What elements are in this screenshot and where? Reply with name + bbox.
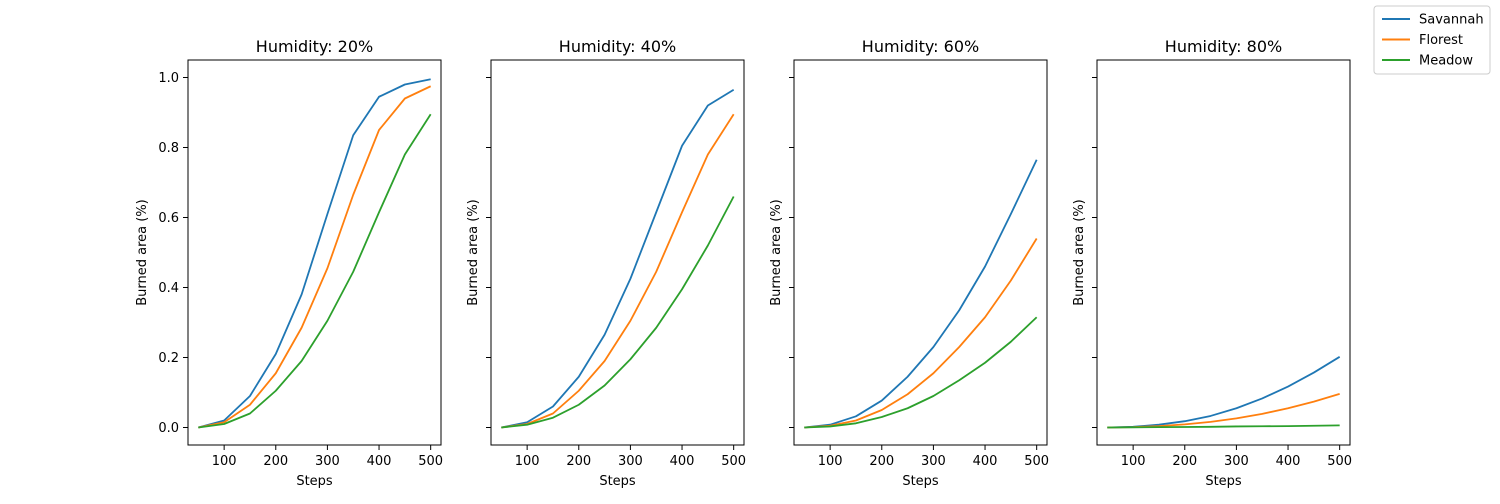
axes-frame: [187, 59, 442, 446]
x-tick-label: 100: [1121, 454, 1146, 469]
y-tick-label: 0.2: [158, 351, 179, 366]
y-tick-label: 0.8: [158, 141, 179, 156]
x-tick-label: 100: [515, 454, 540, 469]
x-tick-label: 500: [721, 454, 746, 469]
y-axis-label: Burned area (%): [1072, 199, 1087, 306]
series-line-savannah: [804, 159, 1038, 429]
x-axis-label: Steps: [599, 474, 636, 489]
y-axis-label: Burned area (%): [466, 199, 481, 306]
x-tick-label: 500: [1327, 454, 1352, 469]
x-axis-label: Steps: [902, 474, 939, 489]
subplot-title: Humidity: 20%: [256, 37, 373, 56]
x-tick-label: 400: [367, 454, 392, 469]
subplot-title: Humidity: 60%: [862, 37, 979, 56]
series-line-meadow: [804, 316, 1038, 429]
panels-layer: 100 200 300 400 500 0.0 0.2 0.4 0.6 0.8 1.0 Humidit…: [135, 37, 1352, 489]
legend-frame: [1373, 5, 1491, 75]
legend-label-florest: Florest: [1419, 33, 1463, 48]
series-line-meadow: [501, 196, 735, 429]
subplot-2: 100 200 300 400 500 Humidity: 40% Steps Burned …: [466, 37, 746, 489]
axes-frame: [793, 59, 1048, 446]
x-axis-label: Steps: [1205, 474, 1242, 489]
legend-label-savannah: Savannah: [1419, 13, 1484, 28]
x-tick-label: 400: [1276, 454, 1301, 469]
y-axis-label: Burned area (%): [135, 199, 150, 306]
series-line-florest: [1107, 393, 1340, 429]
y-tick-label: 0.6: [158, 211, 179, 226]
legend-label-meadow: Meadow: [1419, 54, 1473, 69]
x-tick-label: 300: [315, 454, 340, 469]
y-tick-label: 1.0: [158, 71, 179, 86]
x-tick-label: 200: [1172, 454, 1197, 469]
series-line-florest: [501, 113, 735, 429]
x-tick-label: 400: [670, 454, 695, 469]
axes-frame: [1096, 59, 1351, 446]
y-tick-label: 0.0: [158, 421, 179, 436]
x-tick-label: 200: [869, 454, 894, 469]
series-line-meadow: [1107, 424, 1340, 429]
series-line-savannah: [501, 88, 735, 429]
subplot-title: Humidity: 40%: [559, 37, 676, 56]
y-axis-label: Burned area (%): [769, 199, 784, 306]
x-tick-label: 200: [566, 454, 591, 469]
subplot-title: Humidity: 80%: [1165, 37, 1282, 56]
series-line-florest: [804, 238, 1038, 429]
x-tick-label: 200: [263, 454, 288, 469]
subplot-3: 100 200 300 400 500 Humidity: 60% Steps Burned …: [769, 37, 1049, 489]
x-tick-label: 300: [921, 454, 946, 469]
x-tick-label: 500: [418, 454, 443, 469]
subplot-4: 100 200 300 400 500 Humidity: 80% Steps Burned …: [1072, 37, 1352, 489]
series-line-meadow: [198, 113, 432, 429]
x-axis-label: Steps: [296, 474, 333, 489]
series-line-florest: [198, 85, 432, 429]
x-tick-label: 400: [973, 454, 998, 469]
subplot-1: 100 200 300 400 500 0.0 0.2 0.4 0.6 0.8 1.0 Humidit…: [135, 37, 443, 489]
series-line-savannah: [1107, 356, 1341, 429]
x-tick-label: 100: [212, 454, 237, 469]
x-tick-label: 300: [1224, 454, 1249, 469]
x-tick-label: 300: [618, 454, 643, 469]
series-line-savannah: [198, 78, 431, 429]
x-tick-label: 500: [1024, 454, 1049, 469]
y-tick-label: 0.4: [158, 281, 179, 296]
x-tick-label: 100: [818, 454, 843, 469]
axes-frame: [490, 59, 745, 446]
legend: Savannah Florest Meadow: [1373, 5, 1491, 75]
